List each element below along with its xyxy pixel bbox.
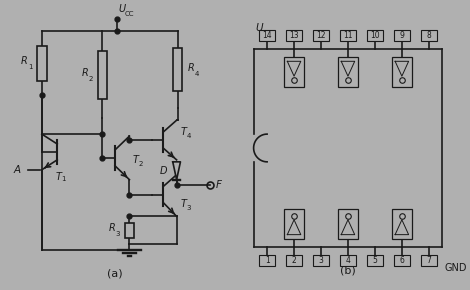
Polygon shape bbox=[395, 61, 408, 76]
Polygon shape bbox=[287, 220, 301, 235]
Text: U: U bbox=[119, 4, 126, 14]
Text: 3: 3 bbox=[319, 256, 323, 265]
Bar bbox=[284, 57, 304, 87]
Bar bbox=[313, 255, 329, 266]
Bar bbox=[125, 222, 134, 238]
Text: R: R bbox=[109, 223, 116, 233]
Text: T: T bbox=[133, 155, 138, 165]
Text: (b): (b) bbox=[340, 266, 356, 276]
Text: 11: 11 bbox=[343, 31, 352, 40]
Bar bbox=[284, 209, 304, 239]
Text: 12: 12 bbox=[316, 31, 326, 40]
Text: F: F bbox=[216, 180, 222, 190]
Text: GND: GND bbox=[444, 263, 467, 273]
Text: A: A bbox=[14, 165, 21, 175]
Text: CC: CC bbox=[125, 11, 134, 17]
Bar bbox=[286, 30, 302, 41]
Bar bbox=[98, 51, 107, 99]
Text: 1: 1 bbox=[61, 176, 66, 182]
Bar bbox=[421, 255, 437, 266]
Polygon shape bbox=[341, 61, 355, 76]
Bar bbox=[394, 255, 409, 266]
Text: 3: 3 bbox=[186, 205, 191, 211]
Text: 4: 4 bbox=[195, 71, 199, 77]
Bar bbox=[259, 255, 275, 266]
Text: 2: 2 bbox=[292, 256, 297, 265]
Text: 5: 5 bbox=[373, 256, 377, 265]
Bar bbox=[394, 30, 409, 41]
Bar bbox=[313, 30, 329, 41]
Polygon shape bbox=[395, 220, 408, 235]
Text: U: U bbox=[256, 23, 263, 33]
Text: 8: 8 bbox=[426, 31, 431, 40]
Bar bbox=[421, 30, 437, 41]
Polygon shape bbox=[341, 220, 355, 235]
Text: D: D bbox=[159, 166, 167, 176]
Bar bbox=[367, 255, 383, 266]
Text: 4: 4 bbox=[345, 256, 351, 265]
Bar bbox=[338, 57, 358, 87]
Text: 2: 2 bbox=[89, 76, 93, 82]
Text: 13: 13 bbox=[289, 31, 299, 40]
Text: 9: 9 bbox=[400, 31, 404, 40]
Text: R: R bbox=[21, 56, 28, 66]
Text: 1: 1 bbox=[265, 256, 269, 265]
Bar bbox=[367, 30, 383, 41]
Bar bbox=[173, 48, 182, 91]
Bar bbox=[392, 209, 412, 239]
Text: CC: CC bbox=[262, 30, 272, 36]
Text: 2: 2 bbox=[138, 161, 142, 167]
Text: (a): (a) bbox=[107, 269, 123, 279]
Text: 1: 1 bbox=[28, 64, 32, 70]
Text: 7: 7 bbox=[426, 256, 431, 265]
Bar bbox=[338, 209, 358, 239]
Text: 4: 4 bbox=[186, 133, 191, 139]
Bar bbox=[392, 57, 412, 87]
Polygon shape bbox=[287, 61, 301, 76]
Text: T: T bbox=[180, 127, 187, 137]
Bar bbox=[340, 30, 356, 41]
Text: 3: 3 bbox=[116, 231, 120, 237]
Text: R: R bbox=[82, 68, 88, 78]
Text: T: T bbox=[180, 200, 187, 209]
Polygon shape bbox=[173, 162, 180, 180]
Bar bbox=[286, 255, 302, 266]
Text: 14: 14 bbox=[262, 31, 272, 40]
Bar bbox=[37, 46, 47, 81]
Text: 6: 6 bbox=[400, 256, 404, 265]
Text: T: T bbox=[55, 172, 61, 182]
Text: R: R bbox=[188, 63, 195, 73]
Text: 10: 10 bbox=[370, 31, 380, 40]
Bar bbox=[259, 30, 275, 41]
Bar bbox=[340, 255, 356, 266]
